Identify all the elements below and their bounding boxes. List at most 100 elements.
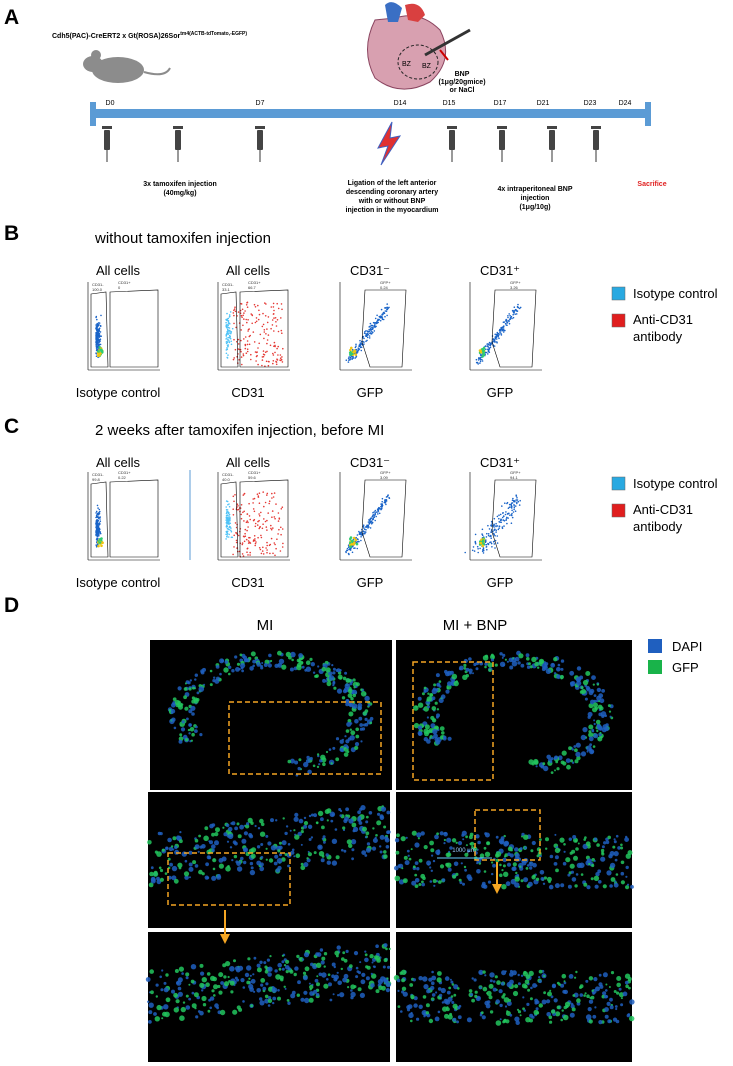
tissue-dot [625, 885, 630, 890]
event-dot [507, 517, 509, 519]
tissue-dot [163, 987, 169, 993]
tissue-dot [625, 865, 629, 870]
tissue-dot [348, 818, 354, 824]
event-dot [500, 519, 503, 521]
tissue-dot [190, 964, 197, 970]
event-dot [377, 510, 380, 512]
event-dot [377, 507, 380, 510]
tissue-dot [178, 966, 184, 972]
event-dot [249, 554, 251, 556]
event-dot [369, 322, 372, 325]
tissue-dot [593, 733, 599, 739]
event-dot [249, 542, 252, 544]
tissue-dot [457, 1006, 461, 1010]
tissue-dot [218, 990, 223, 995]
tissue-dot [605, 989, 608, 992]
tissue-dot [279, 853, 282, 857]
tissue-dot [211, 832, 215, 837]
tissue-dot [260, 822, 265, 827]
event-dot [358, 344, 361, 346]
plot-label: Isotype control [76, 575, 161, 590]
tissue-dot [343, 752, 349, 757]
tissue-dot [414, 842, 420, 848]
tissue-dot [462, 838, 465, 841]
tissue-dot [504, 658, 507, 661]
event-dot [270, 527, 272, 530]
tissue-dot [484, 832, 490, 838]
tissue-dot [489, 1010, 494, 1014]
tissue-dot [506, 862, 512, 867]
tissue-dot [272, 1001, 275, 1005]
heart-label: BZ [422, 63, 432, 70]
tissue-dot [583, 994, 586, 997]
tissue-dot [416, 867, 420, 871]
tissue-dot [503, 1019, 507, 1023]
tissue-dot [203, 683, 206, 686]
event-dot [230, 340, 232, 343]
tissue-dot [298, 818, 304, 824]
tissue-dot [309, 984, 314, 990]
tissue-dot [556, 667, 561, 672]
tissue-dot [417, 837, 420, 840]
tissue-dot [401, 969, 407, 975]
tissue-dot [474, 990, 478, 994]
tissue-dot [234, 655, 238, 659]
tissue-dot [559, 837, 565, 843]
event-dot [480, 354, 482, 357]
event-dot [277, 512, 280, 514]
tissue-dot [307, 824, 313, 829]
tissue-dot [561, 973, 567, 979]
event-dot [95, 512, 97, 514]
event-dot [240, 314, 243, 317]
event-dot [267, 334, 270, 336]
tissue-dot [246, 965, 252, 971]
event-dot [96, 526, 99, 528]
tissue-dot [154, 1016, 160, 1022]
event-dot [273, 309, 275, 312]
event-dot [495, 522, 497, 525]
event-dot [355, 356, 358, 358]
event-dot [489, 346, 492, 349]
event-dot [511, 506, 513, 508]
event-dot [257, 304, 259, 307]
tissue-dot [568, 837, 572, 841]
event-dot [225, 519, 227, 521]
event-dot [95, 334, 97, 337]
syringe-icon [102, 126, 112, 162]
tissue-dot [442, 1006, 448, 1012]
tissue-dot [414, 878, 420, 883]
event-dot [230, 529, 232, 532]
tissue-dot [302, 971, 307, 975]
legend-swatch [648, 639, 662, 653]
event-dot [264, 315, 267, 317]
tissue-dot [347, 986, 350, 989]
event-dot [506, 522, 508, 525]
event-dot [371, 324, 374, 327]
tissue-dot [287, 864, 290, 868]
tissue-dot [219, 672, 222, 676]
event-dot [482, 346, 486, 350]
tissue-dot [591, 989, 594, 992]
event-dot [376, 509, 379, 511]
tissue-dot [360, 805, 366, 811]
tissue-dot [439, 831, 444, 836]
tissue-dot [199, 982, 205, 988]
tissue-dot [217, 984, 221, 989]
tissue-dot [436, 832, 439, 836]
tissue-dot [520, 974, 524, 977]
event-dot [96, 345, 99, 348]
event-dot [242, 354, 245, 357]
tissue-dot [201, 989, 204, 992]
legend-swatch [611, 476, 626, 491]
tissue-dot [375, 955, 381, 961]
gate-label: 3.26 [510, 285, 519, 290]
tissue-dot [550, 995, 554, 999]
event-dot [98, 516, 101, 519]
tissue-dot [573, 745, 577, 748]
tissue-dot [562, 989, 567, 994]
tissue-dot [346, 839, 352, 845]
tissue-dot [481, 1015, 486, 1020]
tissue-dot [535, 1011, 540, 1015]
event-dot [464, 551, 467, 554]
tissue-dot [590, 750, 594, 754]
